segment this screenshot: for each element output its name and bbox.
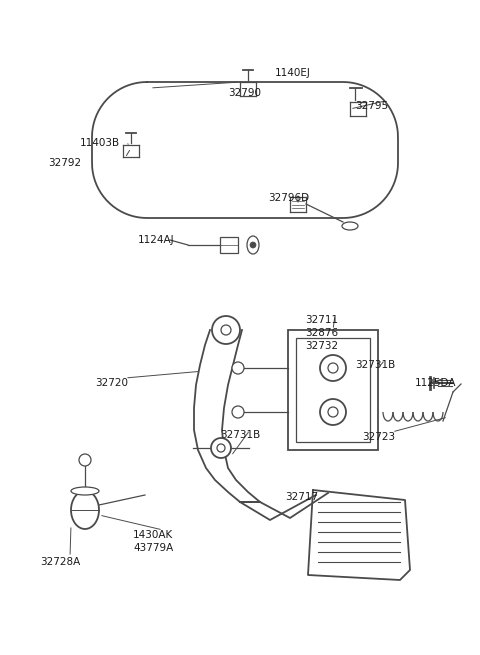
Circle shape (79, 454, 91, 466)
Text: 32728A: 32728A (40, 557, 80, 567)
Bar (296, 338, 370, 442)
Text: 1430AK: 1430AK (133, 530, 173, 540)
Text: 43779A: 43779A (133, 543, 173, 553)
Text: 32731B: 32731B (355, 360, 395, 370)
Circle shape (232, 362, 244, 374)
Text: 32790: 32790 (228, 88, 261, 98)
Text: 32711: 32711 (305, 315, 338, 325)
Ellipse shape (71, 487, 99, 495)
Text: 32796D: 32796D (268, 193, 309, 203)
Circle shape (232, 406, 244, 418)
Text: 32792: 32792 (48, 158, 81, 168)
Circle shape (320, 399, 346, 425)
Bar (220, 237, 238, 253)
Bar (288, 330, 378, 450)
Text: 32732: 32732 (305, 341, 338, 351)
Text: 1124AJ: 1124AJ (138, 235, 175, 245)
Circle shape (212, 316, 240, 344)
Circle shape (250, 242, 256, 248)
Text: 32795: 32795 (355, 101, 388, 111)
Text: 11403B: 11403B (80, 138, 120, 148)
Text: 32717: 32717 (285, 492, 318, 502)
Circle shape (211, 438, 231, 458)
Circle shape (320, 355, 346, 381)
Text: 1125DA: 1125DA (415, 378, 456, 388)
Text: 32723: 32723 (362, 432, 395, 442)
Text: 32720: 32720 (95, 378, 128, 388)
Ellipse shape (71, 491, 99, 529)
Text: 32876: 32876 (305, 328, 338, 338)
Polygon shape (308, 490, 410, 580)
Text: 1140EJ: 1140EJ (275, 68, 311, 78)
Polygon shape (194, 330, 260, 502)
Text: 32731B: 32731B (220, 430, 260, 440)
